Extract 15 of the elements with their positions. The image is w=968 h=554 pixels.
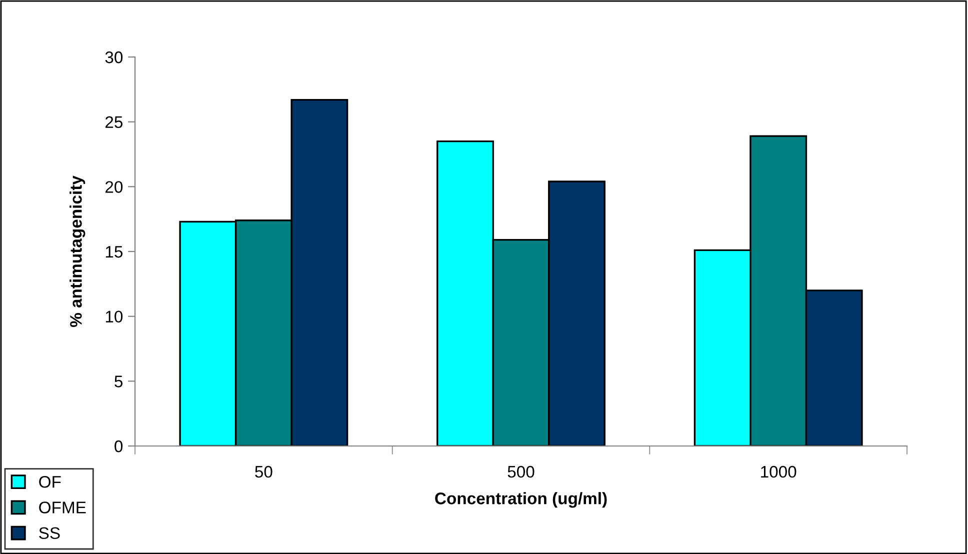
legend-label: SS <box>39 527 60 540</box>
y-tick-label: 0 <box>114 440 123 452</box>
y-tick-label: 30 <box>105 51 123 64</box>
legend-label: OFME <box>39 502 86 514</box>
y-tick-label: 15 <box>106 246 122 258</box>
x-tick-label: 500 <box>508 466 534 478</box>
y-tick-label: 10 <box>106 310 123 323</box>
y-tick-label: 5 <box>114 376 122 388</box>
y-tick-label: 25 <box>105 116 122 128</box>
x-axis-title: Concentration (ug/ml) <box>435 492 607 508</box>
y-tick-label: 20 <box>105 181 123 193</box>
x-tick-label: 50 <box>255 466 272 478</box>
x-tick-label: 1000 <box>761 466 796 478</box>
legend-label: OF <box>39 476 61 488</box>
y-axis-title: % antimutagenicity <box>70 176 86 328</box>
